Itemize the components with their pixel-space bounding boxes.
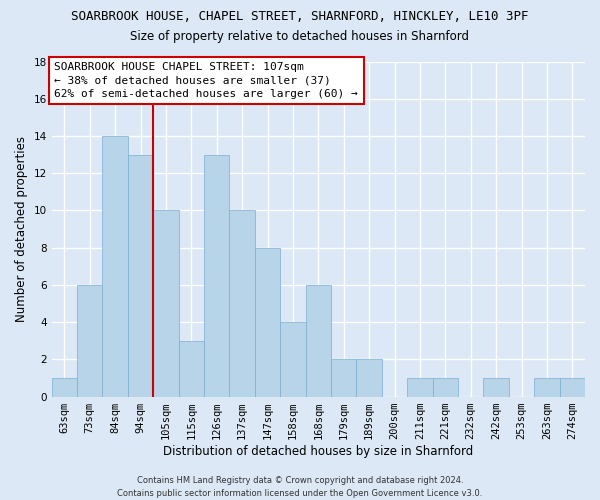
Y-axis label: Number of detached properties: Number of detached properties (15, 136, 28, 322)
Text: SOARBROOK HOUSE CHAPEL STREET: 107sqm
← 38% of detached houses are smaller (37)
: SOARBROOK HOUSE CHAPEL STREET: 107sqm ← … (55, 62, 358, 98)
Bar (560, 378, 585, 396)
Bar (77, 285, 103, 397)
Bar (204, 154, 229, 396)
Bar (52, 378, 77, 396)
Bar (128, 154, 153, 396)
Bar (305, 285, 331, 397)
Bar (103, 136, 128, 396)
Text: SOARBROOK HOUSE, CHAPEL STREET, SHARNFORD, HINCKLEY, LE10 3PF: SOARBROOK HOUSE, CHAPEL STREET, SHARNFOR… (71, 10, 529, 23)
Bar (280, 322, 305, 396)
Bar (534, 378, 560, 396)
Text: Contains HM Land Registry data © Crown copyright and database right 2024.
Contai: Contains HM Land Registry data © Crown c… (118, 476, 482, 498)
Bar (229, 210, 255, 396)
Text: Size of property relative to detached houses in Sharnford: Size of property relative to detached ho… (131, 30, 470, 43)
Bar (433, 378, 458, 396)
Bar (179, 340, 204, 396)
X-axis label: Distribution of detached houses by size in Sharnford: Distribution of detached houses by size … (163, 444, 473, 458)
Bar (484, 378, 509, 396)
Bar (407, 378, 433, 396)
Bar (153, 210, 179, 396)
Bar (255, 248, 280, 396)
Bar (331, 360, 356, 397)
Bar (356, 360, 382, 397)
